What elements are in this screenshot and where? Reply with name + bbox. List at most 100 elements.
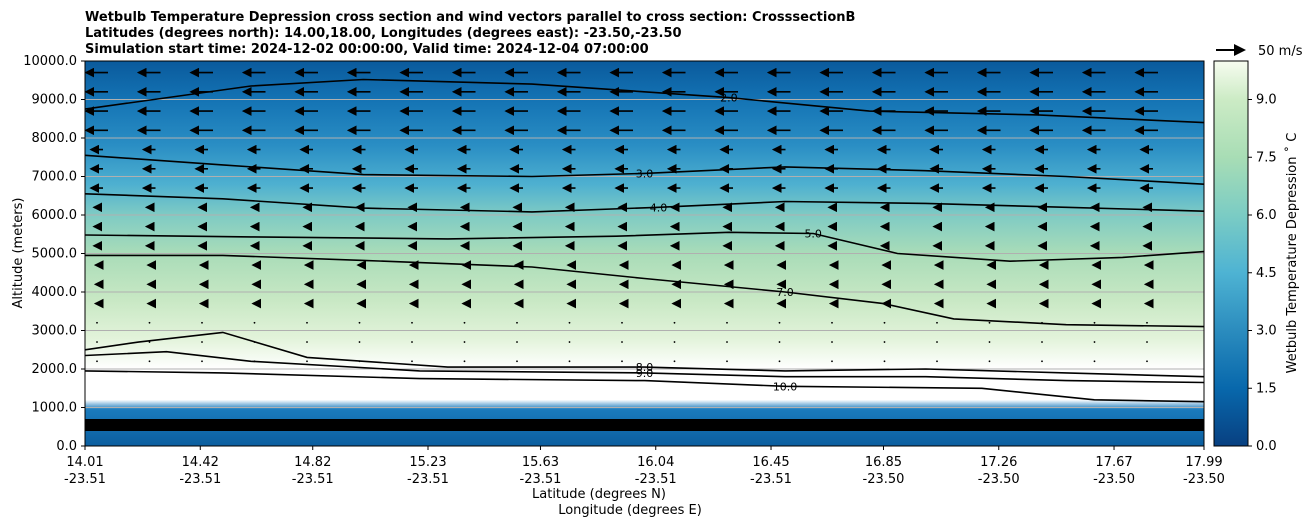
wind-vector-315 — [96, 360, 98, 363]
wind-vector-283 — [621, 321, 623, 324]
y-tick-label-5: 5000.0 — [32, 247, 78, 262]
contour-label-7.0: 7.0 — [776, 286, 794, 299]
x-tick-lon-9: -23.50 — [1093, 472, 1135, 487]
wind-vector-328 — [778, 360, 781, 363]
contour-line-8.0 — [85, 331, 1204, 378]
contour-label-9.0: 9.0 — [636, 367, 654, 380]
wind-vector-300 — [411, 341, 413, 343]
colorbar-label: Wetbulb Temperature Depression ˚ C — [1284, 133, 1300, 374]
colorbar-tick-label-6: 9.0 — [1256, 93, 1277, 108]
chart-title-line-2: Latitudes (degrees north): 14.00,18.00, … — [85, 26, 682, 41]
wind-vector-304 — [621, 341, 623, 343]
x-tick-lon-2: -23.51 — [292, 472, 334, 487]
wind-vector-325 — [621, 360, 623, 363]
x-tick-lon-5: -23.51 — [635, 472, 677, 487]
wind-vector-273 — [96, 321, 98, 324]
wind-vector-309 — [883, 341, 886, 343]
contour-label-10.0: 10.0 — [773, 380, 798, 393]
wind-vector-302 — [516, 341, 518, 343]
wind-vector-314 — [1146, 341, 1148, 343]
x-tick-lon-3: -23.51 — [407, 472, 449, 487]
wind-vector-290 — [988, 321, 991, 324]
wind-vector-282 — [568, 321, 571, 324]
wind-vector-311 — [988, 341, 991, 343]
wind-vector-277 — [306, 321, 308, 324]
wind-vector-333 — [1041, 360, 1043, 363]
wind-vector-292 — [1093, 321, 1096, 324]
wind-vector-286 — [778, 321, 781, 324]
y-tick-label-2: 2000.0 — [32, 362, 78, 377]
wind-vector-298 — [306, 341, 308, 343]
wind-vector-305 — [673, 341, 676, 343]
wind-vector-334 — [1093, 360, 1096, 363]
wind-vector-284 — [673, 321, 676, 324]
wind-vector-329 — [831, 360, 833, 363]
y-axis-ticks: 0.0 1000.0 2000.0 3000.0 4000.0 5000.0 6000.0 7… — [23, 54, 85, 454]
wind-vector-308 — [831, 341, 833, 343]
wind-vector-312 — [1041, 341, 1043, 343]
gridlines — [85, 99, 1204, 408]
wind-vector-278 — [358, 321, 361, 324]
wind-vector-280 — [463, 321, 466, 324]
chart-title-line-1: Wetbulb Temperature Depression cross sec… — [85, 10, 855, 25]
wind-vector-288 — [883, 321, 886, 324]
wind-vector-274 — [148, 321, 151, 324]
x-tick-lat-10: 17.99 — [1185, 455, 1222, 470]
wind-vector-279 — [411, 321, 413, 324]
wind-vector-293 — [1146, 321, 1148, 324]
wind-vector-335 — [1146, 360, 1148, 363]
colorbar — [1213, 60, 1249, 447]
wind-vector-321 — [411, 360, 413, 363]
y-tick-label-7: 7000.0 — [32, 170, 78, 185]
contour-lines: 2.0 3.0 4.0 5.0 7.0 8.09.0 10.0 — [85, 78, 1204, 403]
wind-vector-294 — [96, 341, 98, 343]
x-tick-lon-1: -23.51 — [179, 472, 221, 487]
y-tick-label-9: 9000.0 — [32, 93, 78, 108]
wind-vector-326 — [673, 360, 676, 363]
x-axis-label-latitude: Latitude (degrees N) — [532, 487, 666, 502]
x-tick-lat-3: 15.23 — [409, 455, 446, 470]
x-tick-lat-6: 16.45 — [752, 455, 789, 470]
wind-vector-310 — [936, 341, 938, 343]
x-tick-lon-6: -23.51 — [750, 472, 792, 487]
contour-line-7.0 — [85, 254, 1204, 328]
contour-line-10.0 — [85, 370, 1204, 403]
x-tick-lat-0: 14.01 — [66, 455, 103, 470]
wind-vector-322 — [463, 360, 466, 363]
contour-label-5.0: 5.0 — [804, 227, 822, 240]
plot-area: 2.0 3.0 4.0 5.0 7.0 8.09.0 10.0 — [85, 61, 1204, 446]
x-tick-lon-10: -23.50 — [1183, 472, 1225, 487]
colorbar-tick-label-3: 4.5 — [1256, 266, 1277, 281]
y-axis-label: Altitude (meters) — [11, 198, 26, 309]
colorbar-tick-label-2: 3.0 — [1256, 324, 1277, 339]
x-tick-lat-8: 17.26 — [980, 455, 1017, 470]
x-tick-lat-4: 15.63 — [522, 455, 559, 470]
x-axis-label-longitude: Longitude (degrees E) — [558, 503, 702, 518]
contour-line-3.0 — [85, 154, 1204, 185]
surface-band — [85, 419, 1204, 431]
wind-vector-323 — [516, 360, 518, 363]
wind-vector-306 — [726, 341, 728, 343]
y-tick-label-10: 10000.0 — [23, 54, 77, 69]
wind-vector-296 — [201, 341, 203, 343]
wind-vector-275 — [201, 321, 203, 324]
x-tick-lon-4: -23.51 — [520, 472, 562, 487]
colorbar-tick-label-4: 6.0 — [1256, 208, 1277, 223]
wind-vector-276 — [253, 321, 256, 324]
wind-vector-285 — [726, 321, 728, 324]
wind-key-label: 50 m/s — [1258, 44, 1303, 59]
contour-line-2.0 — [85, 78, 1204, 124]
wind-vector-307 — [778, 341, 781, 343]
contour-label-2.0: 2.0 — [720, 92, 738, 105]
wind-vector-324 — [568, 360, 571, 363]
wind-vector-313 — [1093, 341, 1096, 343]
wind-vector-303 — [568, 341, 571, 343]
x-tick-lat-9: 17.67 — [1095, 455, 1132, 470]
colorbar-tick-label-1: 1.5 — [1256, 381, 1277, 396]
wind-vector-299 — [358, 341, 361, 343]
colorbar-tick-label-0: 0.0 — [1256, 439, 1277, 454]
x-tick-lat-5: 16.04 — [637, 455, 674, 470]
wind-vector-289 — [936, 321, 938, 324]
x-tick-lon-8: -23.50 — [978, 472, 1020, 487]
